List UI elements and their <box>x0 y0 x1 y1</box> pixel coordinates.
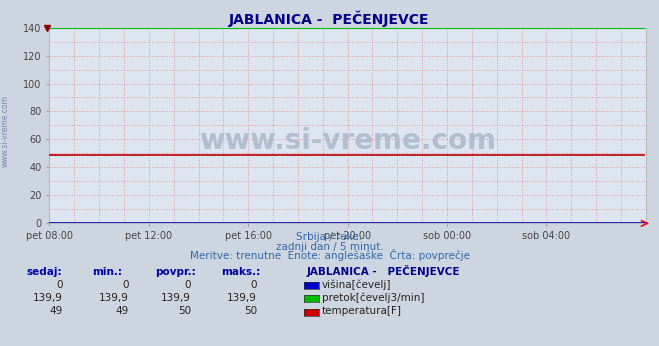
Text: 139,9: 139,9 <box>99 293 129 303</box>
Text: sedaj:: sedaj: <box>26 267 62 277</box>
Text: 139,9: 139,9 <box>161 293 191 303</box>
Text: zadnji dan / 5 minut.: zadnji dan / 5 minut. <box>275 242 384 252</box>
Text: temperatura[F]: temperatura[F] <box>322 306 401 316</box>
Text: 0: 0 <box>122 280 129 290</box>
Text: 0: 0 <box>185 280 191 290</box>
Text: www.si-vreme.com: www.si-vreme.com <box>1 95 10 167</box>
Text: Meritve: trenutne  Enote: anglešaške  Črta: povprečje: Meritve: trenutne Enote: anglešaške Črta… <box>190 249 469 261</box>
Text: maks.:: maks.: <box>221 267 260 277</box>
Text: 50: 50 <box>244 306 257 316</box>
Text: www.si-vreme.com: www.si-vreme.com <box>199 127 496 155</box>
Text: 0: 0 <box>250 280 257 290</box>
Text: višina[čevelj]: višina[čevelj] <box>322 279 391 290</box>
Text: JABLANICA -  PEČENJEVCE: JABLANICA - PEČENJEVCE <box>229 11 430 27</box>
Text: 139,9: 139,9 <box>33 293 63 303</box>
Text: pretok[čevelj3/min]: pretok[čevelj3/min] <box>322 292 424 303</box>
Text: 139,9: 139,9 <box>227 293 257 303</box>
Text: Srbija / reke.: Srbija / reke. <box>297 233 362 243</box>
Text: 0: 0 <box>56 280 63 290</box>
Text: JABLANICA -   PEČENJEVCE: JABLANICA - PEČENJEVCE <box>306 265 460 277</box>
Text: min.:: min.: <box>92 267 123 277</box>
Text: 50: 50 <box>178 306 191 316</box>
Text: 49: 49 <box>115 306 129 316</box>
Text: 49: 49 <box>49 306 63 316</box>
Text: povpr.:: povpr.: <box>155 267 196 277</box>
